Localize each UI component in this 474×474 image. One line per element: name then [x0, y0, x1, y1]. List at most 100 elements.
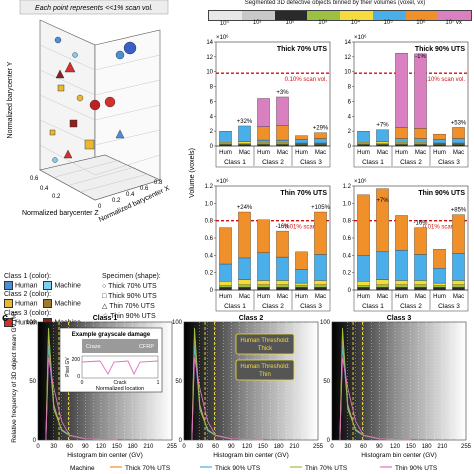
- bar-segment: [414, 287, 427, 291]
- y-tick: 50: [175, 379, 182, 385]
- bar-segment: [219, 263, 232, 282]
- panel-b-subplot-3: ×10⁶ Thin 90% UTS 0 0.2 0.4 0.6 0.8 1.0 1.2 0.01%…: [343, 178, 469, 312]
- legend-class1-human: Human: [14, 282, 38, 290]
- swatch-class1-machine: [43, 281, 53, 290]
- bar-segment: [433, 249, 446, 269]
- y-tick: 0: [348, 288, 352, 294]
- bar-segment: [314, 280, 327, 285]
- pct-annotation: -16%: [275, 224, 290, 230]
- y-tick: 0.4: [205, 253, 214, 259]
- x-tick: 60: [360, 444, 367, 450]
- tick-x-0: 0: [98, 204, 102, 210]
- colorbar-bin-1: [241, 11, 275, 20]
- colorbar-bin-6: [405, 11, 439, 20]
- panel-a-subtitle-box: [19, 0, 169, 15]
- star-icon: ☆: [102, 313, 109, 320]
- panel-b-ylabel: Volume (voxels): [189, 148, 196, 198]
- y-tick: 100: [172, 320, 183, 326]
- inset-label-right: CFRP: [139, 344, 154, 350]
- swatch-class2-machine: [43, 299, 53, 309]
- point: [123, 41, 137, 55]
- bar-segment: [238, 211, 251, 259]
- x-tick: 90: [82, 444, 89, 450]
- x-tick: 180: [128, 444, 139, 450]
- series-line: [339, 357, 411, 441]
- bar-segment: [376, 287, 389, 291]
- bar-segment: [376, 141, 389, 144]
- bar-segment: [395, 249, 408, 281]
- legend-class-3-title: Class 3 (color):: [4, 309, 52, 317]
- colorbar-bin-5: [372, 11, 406, 20]
- bar-segment: [452, 138, 465, 144]
- bar-segment: [395, 215, 408, 251]
- y-tick: 4: [348, 114, 352, 120]
- bar-label: Mac: [239, 150, 250, 156]
- human-threshold-labels: Human Threshold: Thick Human Threshold: Thi…: [235, 333, 295, 381]
- x-tick: 30: [344, 444, 351, 450]
- bar-label: Hum: [395, 150, 408, 156]
- subplot-title: Thick 70% UTS: [277, 46, 328, 53]
- subplot-title: Thin 90% UTS: [418, 190, 465, 197]
- inset-label-left: Craze: [86, 344, 101, 350]
- y-tick: 14: [206, 40, 213, 46]
- bar-segment: [433, 139, 446, 144]
- bar-segment: [395, 127, 408, 139]
- x-tick: 30: [196, 444, 203, 450]
- legend-series-1: Thick 90% UTS: [215, 465, 261, 472]
- legend-series-3: Thin 90% UTS: [395, 465, 438, 472]
- y-tick: 0: [327, 438, 331, 444]
- y-tick: 14: [344, 40, 351, 46]
- bar-segment: [314, 211, 327, 255]
- bar-segment: [395, 138, 408, 143]
- bar-segment: [414, 53, 427, 129]
- point: [115, 129, 125, 139]
- bar-segment: [276, 125, 289, 141]
- inset-crack-label: Crack: [113, 380, 127, 386]
- bar-segment: [357, 255, 370, 282]
- panel-c-ylabel: Relative frequency of 3D object mean GV …: [11, 312, 18, 443]
- bar-segment: [452, 214, 465, 254]
- bar-label: Hum: [219, 294, 232, 300]
- y-tick: 0.2: [205, 271, 214, 277]
- bar-segment: [452, 287, 465, 291]
- bar-segment: [433, 282, 446, 286]
- bar-label: Mac: [315, 294, 326, 300]
- inset-profile: [81, 360, 159, 376]
- bar-label: Hum: [295, 294, 308, 300]
- bar-label: Mac: [453, 150, 464, 156]
- pct-annotation: +32%: [237, 119, 253, 125]
- legend-class-1: Class 1 (color): Human Machine: [4, 272, 92, 290]
- bar-segment: [276, 139, 289, 143]
- legend-class2-machine: Machine: [54, 300, 81, 308]
- panel-b-stacked-bars: Volume (voxels) ×10⁶ Thick 70% UTS 0 2 4 6 8 10 1…: [189, 34, 469, 312]
- point: [115, 50, 125, 60]
- subplot-title: Class 3: [387, 315, 412, 322]
- y-tick: 100: [26, 320, 37, 326]
- bar-segment: [452, 253, 465, 281]
- y-tick: 0: [179, 438, 183, 444]
- swatch-class2-human: [4, 299, 13, 309]
- point: [57, 84, 65, 92]
- point: [64, 61, 76, 73]
- x-tick: 150: [112, 444, 123, 450]
- x-label: Histogram bin center (GV): [213, 452, 289, 459]
- group-label: Class 1: [362, 303, 384, 310]
- inset-ylabel: Pixel GV: [65, 357, 71, 377]
- colorbar-tick-4: 10⁴: [350, 20, 360, 26]
- colorbar-bin-2: [274, 11, 308, 20]
- x-tick: 210: [143, 444, 154, 450]
- colorbar-tick-0: 10⁰: [219, 21, 229, 27]
- bar-segment: [238, 284, 251, 288]
- bar-segment: [395, 287, 408, 291]
- colorbar-title: Segmented 3D defective objects binned by…: [244, 0, 426, 6]
- point: [49, 129, 56, 136]
- pct-annotation: -16%: [413, 221, 428, 227]
- bar-segment: [452, 127, 465, 139]
- group-label: Class 3: [438, 303, 460, 310]
- colorbar-bin-4: [340, 11, 373, 20]
- group-label: Class 2: [262, 159, 284, 166]
- y-tick: 8: [210, 85, 214, 91]
- point: [55, 69, 65, 79]
- x-tick: 90: [376, 444, 383, 450]
- bar-label: Hum: [433, 294, 446, 300]
